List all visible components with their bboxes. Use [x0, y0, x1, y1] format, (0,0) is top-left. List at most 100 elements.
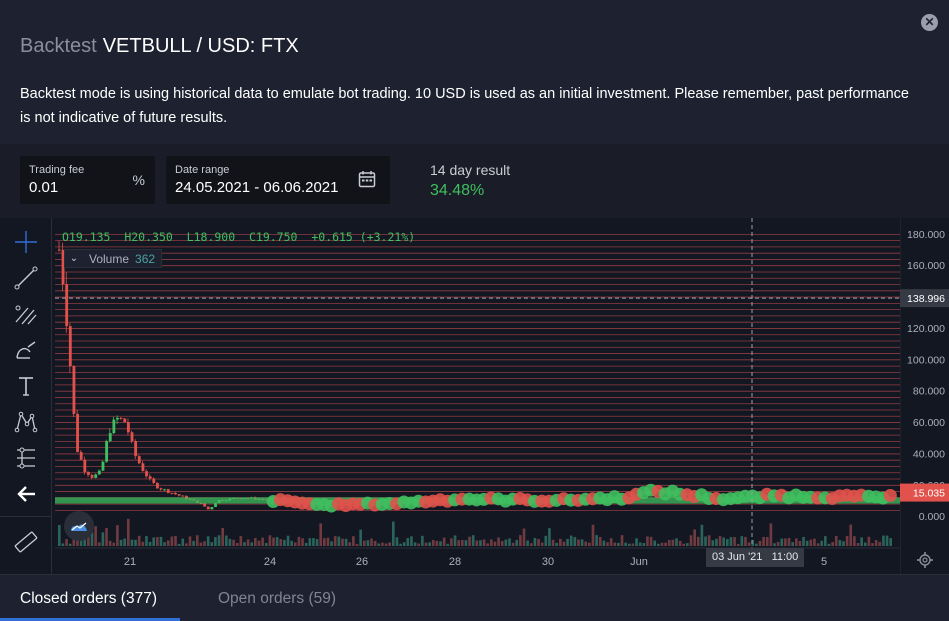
calendar-icon[interactable] — [358, 170, 376, 188]
volume-bar — [159, 536, 163, 546]
ohlc-close: C19.750 — [248, 230, 298, 244]
volume-bar — [638, 542, 642, 546]
price-tick-label: 120.000 — [907, 323, 945, 335]
close-icon[interactable]: ✕ — [921, 14, 938, 31]
back-arrow-icon[interactable] — [12, 480, 40, 508]
volume-bar — [366, 540, 370, 546]
volume-bar — [667, 539, 671, 546]
volume-bar — [740, 536, 744, 546]
candle-body — [130, 432, 134, 442]
price-tick-label: 160.000 — [907, 260, 945, 272]
tab-closed-orders[interactable]: Closed orders (377) — [20, 590, 157, 607]
sell-order-marker — [883, 488, 897, 502]
volume-bar — [156, 537, 159, 546]
tradingview-logo-icon[interactable] — [64, 511, 94, 541]
time-tick-label: 21 — [124, 556, 136, 568]
candle-body — [174, 492, 178, 495]
volume-bar — [232, 539, 235, 546]
volume-bar — [784, 538, 787, 546]
candle-body — [206, 506, 210, 510]
volume-bar — [130, 539, 134, 546]
orders-tabs: Closed orders (377) Open orders (59) — [0, 574, 949, 621]
trading-fee-value[interactable]: 0.01 — [29, 179, 59, 196]
volume-bar — [392, 521, 395, 546]
date-range-value[interactable]: 24.05.2021 - 06.06.2021 — [175, 179, 339, 196]
crosshair-icon[interactable] — [12, 228, 40, 256]
active-tab-indicator — [0, 618, 180, 621]
volume-bar — [399, 543, 402, 546]
volume-bar — [490, 539, 493, 546]
text-icon[interactable] — [12, 372, 40, 400]
ohlc-legend: O19.135 H20.350 L18.900 C19.750 +0.615 (… — [62, 230, 415, 244]
time-tick-label: Jun — [630, 556, 648, 568]
volume-bar — [493, 541, 497, 546]
chevron-down-icon[interactable]: ⌄ — [69, 253, 79, 264]
volume-bar — [286, 535, 290, 546]
price-axis[interactable]: 180.000160.000140.000120.000100.00080.00… — [900, 218, 949, 574]
volume-bar — [94, 526, 97, 546]
tab-open-orders[interactable]: Open orders (59) — [218, 590, 337, 607]
volume-bar — [882, 535, 885, 546]
volume-bar — [642, 543, 646, 546]
volume-bar — [188, 536, 192, 546]
candle-body — [152, 478, 156, 483]
ruler-icon[interactable] — [12, 528, 40, 556]
volume-bar — [860, 537, 863, 546]
ohlc-low: L18.900 — [186, 230, 236, 244]
volume-bar — [275, 537, 279, 546]
title-prefix: Backtest — [20, 35, 97, 57]
volume-bar — [559, 538, 562, 546]
volume-bar — [134, 539, 137, 546]
volume-bar — [758, 540, 762, 546]
candle-body — [126, 422, 130, 433]
volume-legend[interactable]: ⌄ Volume 362 — [64, 249, 163, 268]
measure-icon[interactable] — [12, 444, 40, 472]
price-tick-label: 40.000 — [913, 448, 945, 460]
volume-bar — [584, 541, 588, 546]
volume-bar — [816, 543, 820, 546]
volume-bar — [834, 535, 838, 546]
trading-fee-field[interactable]: Trading fee 0.01 % — [20, 156, 155, 204]
volume-bar — [195, 535, 199, 546]
volume-bar — [660, 542, 664, 546]
ohlc-change: +0.615 (+3.21%) — [311, 230, 416, 244]
settings-gear-icon[interactable] — [916, 551, 934, 569]
volume-bar — [889, 538, 892, 546]
volume-bar — [580, 539, 584, 546]
modal-title: Backtest VETBULL / USD: FTX — [20, 35, 299, 58]
volume-bar — [348, 542, 352, 546]
volume-bar — [762, 536, 765, 546]
volume-bar — [308, 538, 312, 546]
price-tick-label: 180.000 — [907, 229, 945, 241]
volume-bar — [856, 543, 860, 546]
volume-bar — [555, 542, 558, 546]
volume-bar — [769, 523, 773, 546]
volume-bar — [381, 542, 384, 546]
pattern-icon[interactable] — [12, 408, 40, 436]
volume-label: Volume — [89, 251, 130, 266]
ohlc-open: O19.135 — [62, 230, 111, 244]
volume-bar — [693, 529, 696, 546]
volume-bar — [435, 540, 439, 546]
volume-bar — [235, 543, 239, 546]
volume-bar — [729, 537, 733, 546]
volume-bar — [68, 543, 72, 546]
volume-bar — [428, 542, 431, 546]
candle-body — [101, 461, 105, 471]
candle-body — [210, 506, 214, 510]
volume-bar — [544, 535, 548, 546]
brush-icon[interactable] — [12, 336, 40, 364]
volume-bar — [239, 536, 243, 546]
crosshair-price-label: 138.996 — [907, 293, 945, 305]
trend-line-icon[interactable] — [12, 264, 40, 292]
candlestick-plot[interactable]: 21 24 26 28 30 Jun 5 — [55, 218, 900, 574]
candle-body — [148, 476, 152, 479]
volume-bar — [809, 539, 813, 546]
crosshair-time-label: 03 Jun '21 11:00 — [706, 548, 805, 567]
fib-icon[interactable] — [12, 300, 40, 328]
volume-bar — [831, 542, 834, 546]
date-range-field[interactable]: Date range 24.05.2021 - 06.06.2021 — [166, 156, 390, 204]
volume-bar — [671, 539, 675, 546]
volume-bar — [163, 542, 166, 546]
